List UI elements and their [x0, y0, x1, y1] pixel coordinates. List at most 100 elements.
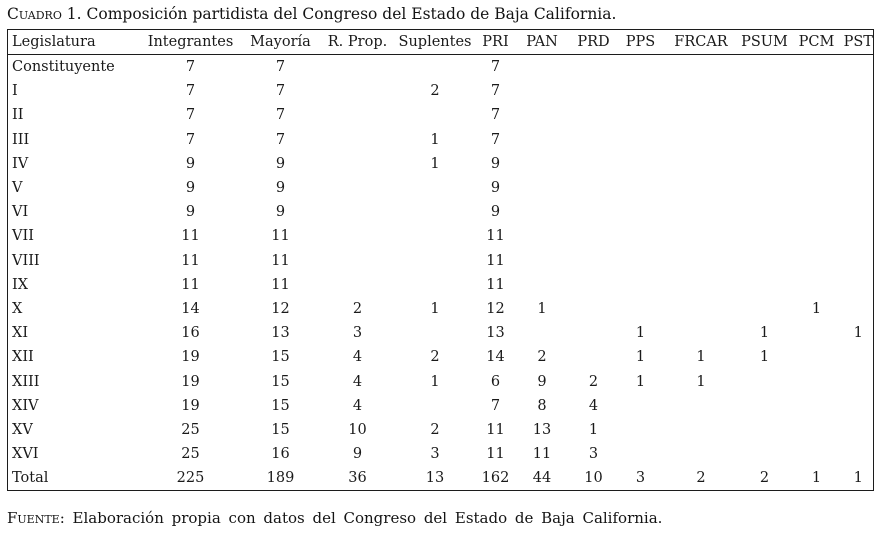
- value-cell: 4: [352, 349, 363, 366]
- source-note: Fuente: Elaboración propia con datos del…: [7, 508, 881, 528]
- value-cell: 1: [430, 131, 440, 148]
- column-header-pps: PPS: [625, 34, 656, 50]
- legislatura-cell: XIII: [12, 373, 40, 390]
- column-header-mayoria: Mayoría: [250, 34, 311, 50]
- value-cell: 13: [271, 325, 290, 342]
- table-title-text: Composición partidista del Congreso del …: [81, 5, 617, 23]
- value-cell: [321, 152, 395, 176]
- value-cell: 1: [853, 470, 863, 487]
- value-cell: [790, 273, 844, 297]
- value-cell: 1: [696, 349, 706, 366]
- value-cell: 7: [490, 131, 501, 148]
- value-cell: 11: [532, 446, 552, 463]
- column-header-prd: PRD: [577, 34, 610, 50]
- value-cell: [516, 55, 569, 80]
- value-cell: 14: [181, 300, 200, 317]
- table-title-label: Cuadro 1.: [7, 5, 82, 23]
- value-cell: 11: [486, 276, 505, 293]
- legislatura-cell: XI: [12, 325, 29, 342]
- value-cell: [740, 249, 790, 273]
- value-cell: [516, 321, 569, 345]
- value-cell: [844, 418, 874, 442]
- value-cell: [619, 152, 663, 176]
- value-cell: 11: [486, 446, 505, 463]
- value-cell: 1: [635, 373, 646, 390]
- value-cell: [321, 249, 395, 273]
- value-cell: 13: [486, 325, 505, 342]
- column-header-psum: PSUM: [741, 34, 788, 50]
- value-cell: [663, 200, 740, 224]
- value-cell: 3: [588, 446, 599, 463]
- value-cell: [516, 128, 569, 152]
- legislatura-cell: V: [12, 180, 23, 197]
- composition-table: Legislatura Integrantes Mayoría R. Prop.…: [7, 29, 874, 492]
- value-cell: [740, 152, 790, 176]
- value-cell: [395, 200, 476, 224]
- column-header-pan: PAN: [526, 34, 558, 50]
- value-cell: [790, 103, 844, 127]
- value-cell: 19: [181, 373, 200, 390]
- value-cell: [663, 394, 740, 418]
- value-cell: 9: [275, 180, 286, 197]
- column-header-suplentes: Suplentes: [398, 34, 472, 50]
- value-cell: [395, 224, 476, 248]
- table-row: I 7 7 2 7: [8, 79, 874, 103]
- value-cell: [790, 55, 844, 80]
- value-cell: [321, 128, 395, 152]
- column-header-pcm: PCM: [798, 34, 835, 50]
- value-cell: [790, 79, 844, 103]
- value-cell: 7: [275, 131, 286, 148]
- value-cell: [619, 442, 663, 466]
- value-cell: 12: [486, 300, 505, 317]
- value-cell: 7: [275, 83, 286, 100]
- value-cell: [619, 224, 663, 248]
- legislatura-cell: IV: [12, 155, 29, 172]
- legislatura-cell: VI: [12, 204, 29, 221]
- value-cell: 9: [275, 204, 286, 221]
- value-cell: [619, 249, 663, 273]
- legislatura-cell: VIII: [12, 252, 40, 269]
- legislatura-cell: IX: [12, 276, 29, 293]
- value-cell: 162: [481, 470, 510, 487]
- value-cell: [569, 345, 619, 369]
- value-cell: 2: [352, 300, 363, 317]
- value-cell: 12: [271, 300, 290, 317]
- value-cell: [516, 200, 569, 224]
- value-cell: 1: [430, 155, 440, 172]
- table-row: II 7 7 7: [8, 103, 874, 127]
- table-row: IV 9 9 1 9: [8, 152, 874, 176]
- value-cell: [844, 103, 874, 127]
- value-cell: [844, 249, 874, 273]
- value-cell: 9: [490, 180, 501, 197]
- value-cell: [516, 249, 569, 273]
- value-cell: [790, 369, 844, 393]
- legislatura-cell: VII: [12, 228, 34, 245]
- value-cell: [395, 249, 476, 273]
- table-header-row: Legislatura Integrantes Mayoría R. Prop.…: [7, 30, 874, 55]
- value-cell: 11: [486, 421, 505, 438]
- value-cell: [740, 418, 790, 442]
- value-cell: [844, 224, 874, 248]
- column-header-frcar: FRCAR: [674, 34, 728, 50]
- value-cell: [619, 418, 663, 442]
- value-cell: [569, 103, 619, 127]
- legislatura-cell: XVI: [12, 446, 39, 463]
- value-cell: [663, 321, 740, 345]
- value-cell: [790, 176, 844, 200]
- column-header-pst: PST: [843, 34, 873, 50]
- column-header-legislatura: Legislatura: [12, 34, 96, 50]
- value-cell: [663, 442, 740, 466]
- value-cell: [740, 103, 790, 127]
- table-row: XI 16 13 3 13 1 1 1: [8, 321, 874, 345]
- value-cell: 11: [181, 276, 200, 293]
- value-cell: 13: [532, 421, 552, 438]
- value-cell: [844, 345, 874, 369]
- column-header-rprop: R. Prop.: [327, 34, 388, 50]
- value-cell: [790, 200, 844, 224]
- value-cell: [790, 152, 844, 176]
- value-cell: [790, 249, 844, 273]
- value-cell: 1: [759, 325, 770, 342]
- value-cell: [395, 103, 476, 127]
- value-cell: 2: [430, 349, 440, 366]
- value-cell: [740, 200, 790, 224]
